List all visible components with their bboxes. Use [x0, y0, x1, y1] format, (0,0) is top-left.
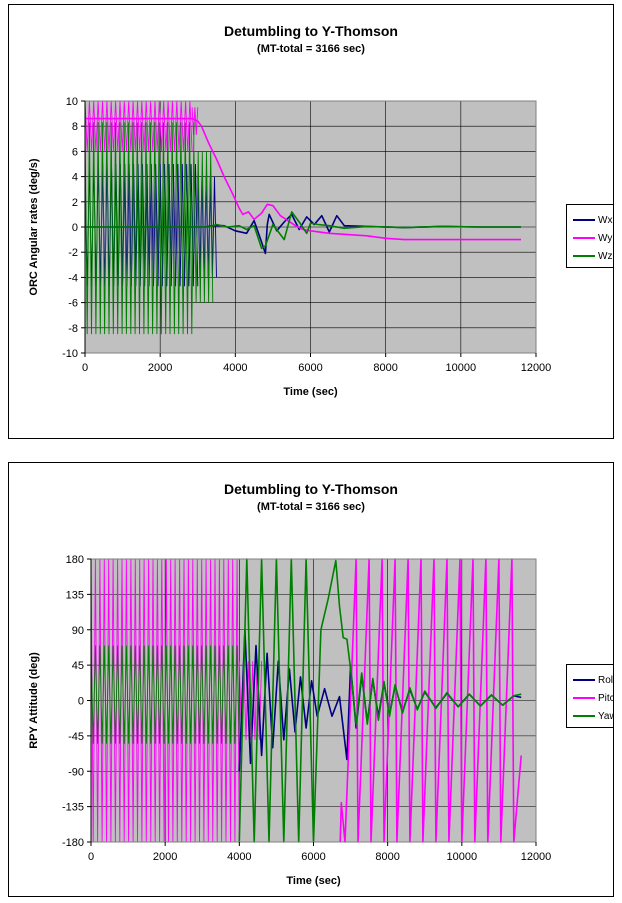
x-tick-label: 4000: [223, 362, 247, 374]
y-tick-label: -90: [68, 766, 84, 778]
series-envelope-wy: [191, 107, 199, 136]
x-tick-label: 0: [82, 362, 88, 374]
chart-plot: -180 -135 -90 -45 0 45 90 135 180 0 2000 4000 6000 80…: [28, 554, 552, 887]
chart-subtitle: (MT-total = 3166 sec): [257, 501, 365, 513]
y-tick-label: 4: [72, 172, 78, 184]
legend-swatch: [573, 697, 595, 699]
y-tick-label: 0: [78, 696, 84, 708]
y-tick-label: -8: [68, 323, 78, 335]
x-tick-label: 8000: [373, 362, 397, 374]
y-tick-label: 0: [72, 222, 78, 234]
series-envelope-wz: [84, 122, 195, 335]
series-line-wz: [85, 211, 521, 250]
legend-swatch: [573, 255, 595, 257]
legend-item: Roll: [573, 673, 614, 687]
series-line-yaw: [238, 558, 522, 843]
legend-swatch: [573, 219, 595, 221]
x-tick-label: 4000: [227, 851, 251, 863]
legend-label: Roll: [598, 674, 614, 686]
y-tick-label: 8: [72, 121, 78, 133]
x-tick-label: 12000: [521, 851, 552, 863]
legend-item: Wx: [573, 213, 612, 227]
y-tick-label: -45: [68, 731, 84, 743]
y-tick-label: 180: [66, 554, 84, 566]
y-tick-label: 6: [72, 146, 78, 158]
x-tick-label: 2000: [153, 851, 177, 863]
legend-item: Wy: [573, 231, 612, 245]
legend-label: Wz: [598, 250, 613, 262]
x-axis-label: Time (sec): [283, 386, 338, 398]
chart-legend: Roll Pitch Yaw: [566, 664, 614, 728]
y-axis-label: RPY Attitude (deg): [28, 652, 40, 749]
x-tick-label: 8000: [375, 851, 399, 863]
series-envelope-wy: [84, 100, 193, 152]
x-tick-label: 6000: [301, 851, 325, 863]
legend-label: Pitch: [598, 692, 613, 704]
x-tick-label: 12000: [521, 362, 552, 374]
chart-rpy-attitude: Detumbling to Y-Thomson (MT-total = 3166…: [8, 462, 614, 897]
legend-label: Wx: [598, 214, 613, 226]
x-tick-label: 6000: [298, 362, 322, 374]
x-tick-label: 0: [88, 851, 94, 863]
series-envelope-yaw: [90, 645, 240, 744]
x-tick-label: 2000: [148, 362, 172, 374]
chart-title: Detumbling to Y-Thomson: [224, 23, 398, 39]
y-axis-label: ORC Angular rates (deg/s): [28, 158, 40, 295]
y-tick-label: 10: [66, 96, 78, 108]
chart-subtitle: (MT-total = 3166 sec): [257, 43, 365, 55]
y-tick-label: 135: [66, 589, 84, 601]
x-axis-label: Time (sec): [286, 875, 341, 887]
y-tick-label: 90: [72, 625, 84, 637]
chart-plot: -10 -8 -6 -4 -2 0 2 4 6 8 10 0 2000 4000 6000 8000 10000…: [28, 96, 552, 398]
y-tick-label: -10: [62, 348, 78, 360]
chart-title: Detumbling to Y-Thomson: [224, 481, 398, 497]
legend-swatch: [573, 237, 595, 239]
legend-item: Wz: [573, 249, 612, 263]
legend-swatch: [573, 679, 595, 681]
chart-angular-rates: Detumbling to Y-Thomson (MT-total = 3166…: [8, 4, 614, 439]
legend-item: Pitch: [573, 691, 613, 705]
legend-label: Wy: [598, 232, 613, 244]
y-tick-label: -6: [68, 298, 78, 310]
series-line-pitch: [339, 558, 522, 843]
y-tick-label: -2: [68, 247, 78, 259]
legend-label: Yaw: [598, 710, 613, 722]
x-tick-label: 10000: [446, 362, 477, 374]
y-tick-label: -180: [62, 837, 84, 849]
y-tick-label: -4: [68, 272, 78, 284]
y-tick-label: 2: [72, 197, 78, 209]
x-tick-label: 10000: [447, 851, 478, 863]
legend-swatch: [573, 715, 595, 717]
chart-legend: Wx Wy Wz: [566, 204, 613, 268]
y-tick-label: 45: [72, 660, 84, 672]
y-tick-label: -135: [62, 802, 84, 814]
series-line-wy: [85, 117, 521, 241]
legend-item: Yaw: [573, 709, 613, 723]
